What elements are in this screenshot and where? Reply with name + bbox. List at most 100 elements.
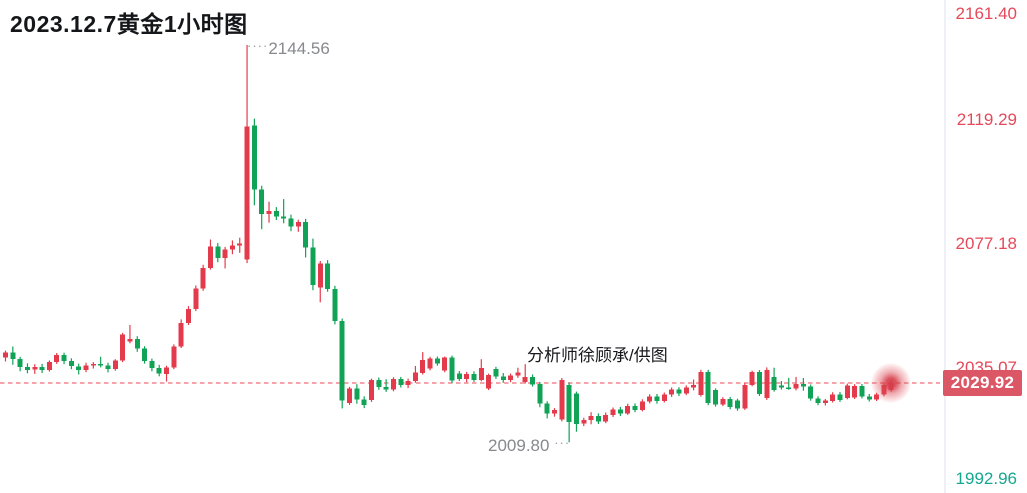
candle-80 [588, 412, 594, 425]
candle-41 [303, 218, 309, 258]
candle-42 [310, 238, 316, 291]
candle-4 [32, 364, 38, 374]
candle-116 [852, 384, 858, 399]
candle-15 [112, 359, 118, 371]
candle-46 [339, 318, 345, 409]
candle-84 [617, 406, 623, 417]
candle-35 [259, 185, 265, 230]
candle-114 [837, 391, 843, 402]
candlestick-chart[interactable] [0, 0, 943, 493]
candle-52 [383, 379, 389, 392]
candle-117 [859, 383, 865, 399]
candle-22 [164, 365, 169, 382]
candle-102 [749, 370, 755, 387]
candle-86 [632, 403, 638, 413]
candle-44 [325, 260, 331, 292]
candle-59 [434, 356, 440, 366]
candle-29 [215, 243, 221, 263]
candle-69 [508, 373, 514, 383]
candle-76 [559, 378, 565, 422]
candle-107 [786, 377, 792, 390]
candle-100 [735, 398, 740, 411]
candle-95 [698, 369, 704, 397]
candle-45 [332, 285, 338, 325]
low-annotation: 2009.80 ··· [488, 435, 571, 456]
candle-97 [713, 388, 718, 407]
analyst-credit: 分析师徐顾承/供图 [527, 346, 668, 365]
candle-7 [54, 353, 60, 364]
candle-33 [244, 45, 250, 264]
candle-49 [361, 396, 367, 409]
candle-64 [471, 371, 477, 382]
candle-47 [347, 386, 352, 405]
candle-17 [127, 325, 133, 344]
candle-63 [464, 371, 470, 383]
candle-43 [317, 261, 323, 303]
candle-31 [229, 240, 235, 255]
candle-79 [581, 417, 587, 427]
candle-66 [486, 373, 492, 391]
candle-68 [500, 373, 506, 383]
candle-72 [530, 374, 535, 387]
candle-19 [142, 346, 148, 364]
candle-121 [888, 379, 894, 392]
candle-38 [281, 199, 287, 224]
candle-83 [610, 407, 616, 417]
candle-18 [134, 336, 140, 352]
candle-109 [800, 378, 806, 391]
candle-110 [808, 384, 814, 401]
candle-9 [68, 358, 74, 370]
candle-32 [237, 237, 243, 253]
candle-81 [595, 413, 601, 424]
candle-103 [757, 370, 762, 396]
candle-20 [149, 358, 155, 372]
candle-36 [266, 201, 272, 223]
candle-5 [39, 363, 45, 373]
candle-3 [25, 363, 30, 374]
candle-25 [186, 306, 191, 325]
candle-50 [369, 378, 374, 402]
candle-14 [105, 362, 111, 373]
candle-13 [98, 356, 104, 368]
candle-24 [178, 319, 184, 348]
candle-74 [544, 401, 550, 419]
candle-70 [515, 367, 521, 378]
candle-112 [822, 399, 828, 406]
leader-dots: ··· [554, 435, 571, 450]
candle-54 [398, 376, 404, 388]
candle-40 [295, 219, 301, 232]
candle-88 [647, 394, 653, 404]
candle-82 [603, 412, 609, 424]
candle-94 [691, 379, 697, 391]
candle-108 [793, 376, 799, 391]
candle-101 [742, 383, 748, 410]
chart-title: 2023.12.7黄金1小时图 [10, 11, 248, 37]
candle-93 [683, 385, 689, 396]
high-annotation: ····2144.56 [247, 38, 330, 59]
candle-106 [778, 381, 784, 390]
candle-39 [288, 214, 294, 232]
candle-75 [552, 408, 557, 417]
candle-37 [273, 207, 279, 220]
candle-62 [456, 371, 462, 381]
candle-98 [720, 397, 726, 407]
candle-48 [354, 384, 360, 404]
candle-12 [90, 362, 96, 369]
current-price-badge: 2029.92 [943, 370, 1022, 396]
candle-55 [405, 378, 411, 389]
candle-58 [427, 356, 433, 371]
candle-56 [412, 366, 418, 383]
candle-21 [156, 364, 162, 377]
leader-dots: ···· [247, 38, 269, 53]
candle-61 [449, 355, 455, 384]
candle-73 [537, 381, 543, 408]
candle-10 [76, 363, 82, 375]
candle-60 [442, 356, 448, 373]
candle-92 [676, 387, 682, 396]
candle-34 [251, 118, 257, 206]
price-axis-separator [944, 0, 946, 493]
candle-113 [830, 392, 836, 403]
candle-118 [866, 394, 872, 402]
price-axis-label: 2119.29 [956, 109, 1017, 129]
